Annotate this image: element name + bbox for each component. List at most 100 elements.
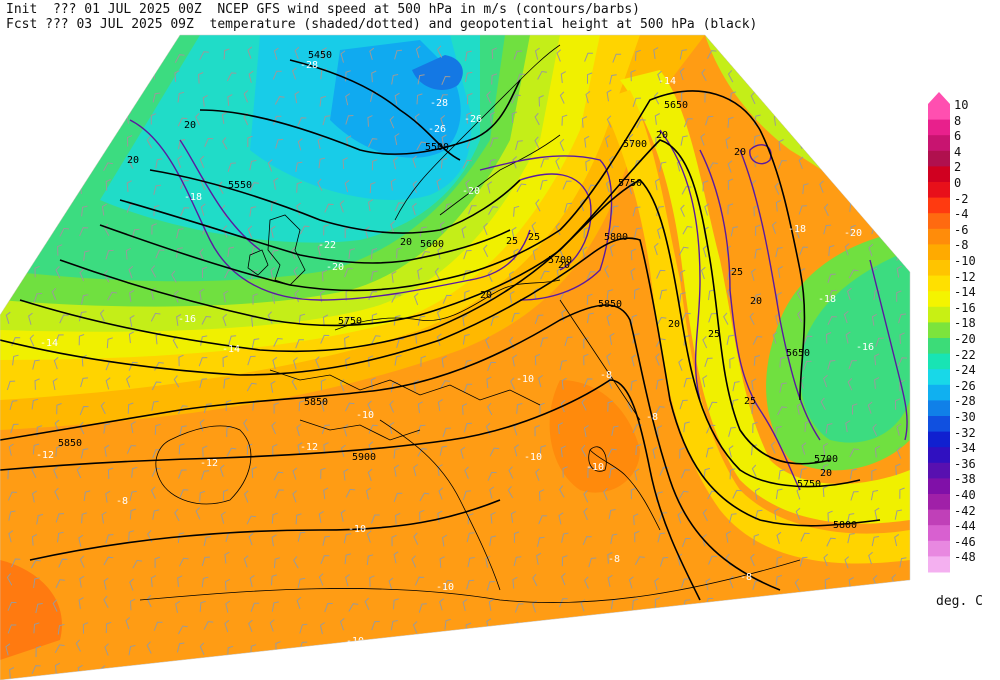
wind-barb (393, 551, 399, 564)
wind-barb (35, 162, 43, 173)
wind-barb (81, 512, 88, 524)
wind-barb (465, 179, 470, 192)
wind-barb (249, 574, 255, 588)
wind-barb (414, 576, 425, 586)
wind-barb (32, 443, 40, 455)
wind-barb (795, 226, 800, 239)
coast-iberia (155, 425, 252, 505)
wind-barb (295, 339, 304, 349)
wind-barb (823, 224, 832, 235)
wind-barb (561, 377, 567, 390)
wind-barb (678, 358, 683, 371)
wind-barb (225, 399, 232, 412)
wind-barb (608, 622, 616, 634)
wind-barb (340, 444, 346, 457)
wind-barb (823, 158, 831, 169)
wind-barb (293, 357, 298, 370)
wind-barb (35, 603, 43, 614)
wind-barb (371, 313, 378, 325)
wind-barb (270, 225, 276, 238)
wind-barb (657, 532, 666, 543)
wind-barb (440, 380, 450, 389)
wind-barb (413, 379, 419, 392)
wind-barb (345, 574, 350, 587)
wind-barb (28, 114, 34, 127)
wind-barb (771, 221, 777, 234)
forecast-time: Fcst ??? 03 JUL 2025 09Z (6, 17, 194, 32)
wind-barb (605, 180, 611, 193)
wind-barb (368, 199, 374, 212)
wind-barb (655, 378, 663, 390)
wind-barb (753, 49, 764, 58)
wind-barb (702, 245, 708, 258)
wind-barb (586, 184, 596, 194)
wind-barb (606, 115, 612, 128)
wind-barb (228, 335, 237, 345)
colorbar-label: -46 (954, 534, 976, 549)
wind-barb (779, 382, 787, 393)
wind-barb (899, 557, 907, 568)
wind-barb (511, 312, 520, 323)
wind-barb (320, 378, 327, 391)
wind-barb (722, 620, 729, 633)
wind-barb (871, 468, 877, 481)
wind-barb (580, 599, 586, 612)
wind-barb (271, 421, 276, 435)
wind-barb (558, 485, 565, 498)
wind-barb (340, 509, 346, 522)
wind-barb (272, 291, 278, 304)
wind-barb (7, 624, 17, 634)
wind-barb (126, 375, 131, 388)
wind-barb (825, 423, 833, 434)
wind-barb (348, 603, 359, 612)
wind-barb (609, 244, 615, 257)
wind-barb (34, 92, 41, 104)
wind-barb (55, 513, 65, 523)
wind-barb (340, 50, 346, 63)
wind-barb (419, 226, 427, 237)
height-label: 5850 (58, 438, 82, 449)
wind-barb (656, 206, 664, 217)
wind-labels: 20 20 20 20 20 20 20 20 20 20 25 25 25 25 25 (127, 120, 832, 479)
wind-barb (609, 155, 614, 169)
wind-barb (344, 402, 355, 412)
wind-barb (462, 334, 470, 345)
wind-barb (101, 203, 107, 216)
wind-barb (635, 444, 642, 456)
wind-barb (55, 579, 65, 589)
wind-barb (728, 426, 736, 437)
wind-barb (274, 489, 284, 499)
wind-barb (515, 140, 523, 151)
wind-barb (291, 377, 298, 390)
wind-barb (561, 532, 569, 543)
wind-barb (251, 466, 257, 479)
wind-barb (659, 641, 667, 652)
wind-barb (434, 267, 441, 280)
wind-barb (751, 378, 757, 391)
wind-barb (391, 534, 397, 547)
wind-barb (562, 642, 572, 652)
wind-barb (845, 133, 851, 146)
wind-barb (610, 662, 617, 675)
wind-barb (296, 424, 302, 437)
wind-barb (177, 155, 183, 168)
wind-barb (103, 162, 113, 172)
wind-barb (844, 243, 850, 256)
wind-barb (246, 443, 253, 455)
temperature-label: -16 (178, 314, 196, 325)
colorbar-label: -4 (954, 207, 969, 222)
wind-barb (299, 225, 310, 235)
wind-barb (129, 598, 136, 611)
wind-barb (870, 622, 878, 634)
wind-barb (6, 573, 13, 586)
colorbar-swatch (928, 416, 950, 433)
wind-barb (295, 161, 303, 172)
wind-barb (582, 246, 588, 259)
wind-barb (540, 158, 549, 168)
wind-barb (437, 246, 443, 260)
wind-barb (466, 112, 472, 124)
wind-barb (35, 645, 42, 658)
wind-barb (852, 403, 858, 415)
wind-barb (57, 624, 65, 635)
wind-barb (488, 206, 498, 215)
